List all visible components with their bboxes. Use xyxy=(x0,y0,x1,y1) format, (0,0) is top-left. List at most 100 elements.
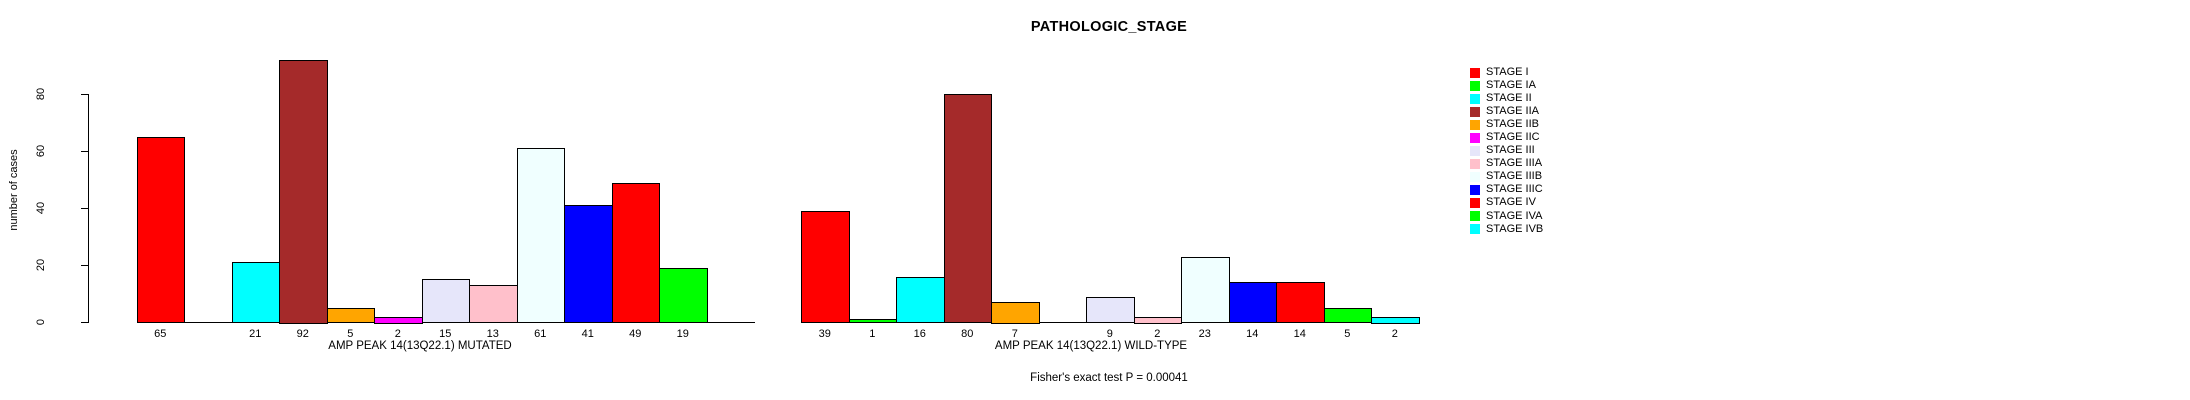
bar xyxy=(1228,282,1277,324)
bar-value-label: 5 xyxy=(1344,328,1351,340)
bar xyxy=(1276,282,1325,324)
legend-label: STAGE IIIC xyxy=(1486,183,1543,196)
legend-item: STAGE IVA xyxy=(1470,210,1543,223)
bar xyxy=(1086,296,1135,324)
legend-item: STAGE IVB xyxy=(1470,223,1543,236)
legend-swatch xyxy=(1470,119,1480,130)
legend-swatch xyxy=(1470,132,1480,143)
bar-value-label: 2 xyxy=(1154,328,1161,340)
legend-item: STAGE II xyxy=(1470,92,1543,105)
legend-swatch xyxy=(1470,171,1480,182)
bar-value-label: 92 xyxy=(296,328,309,340)
y-axis-line xyxy=(88,94,90,324)
bar-value-label: 2 xyxy=(394,328,401,340)
bar xyxy=(896,276,945,324)
legend-item: STAGE IIIA xyxy=(1470,157,1543,170)
bar-value-label: 1 xyxy=(869,328,876,340)
bar xyxy=(231,262,280,324)
y-tick-label: 60 xyxy=(34,145,47,158)
bar xyxy=(516,148,565,324)
bar xyxy=(1323,307,1372,324)
legend-swatch xyxy=(1470,224,1480,235)
legend-item: STAGE IIA xyxy=(1470,105,1543,118)
legend-swatch xyxy=(1470,80,1480,91)
bar xyxy=(1371,316,1420,324)
legend-label: STAGE III xyxy=(1486,144,1535,157)
legend-item: STAGE IIB xyxy=(1470,118,1543,131)
legend-label: STAGE I xyxy=(1486,66,1529,79)
legend-item: STAGE III xyxy=(1470,144,1543,157)
bar xyxy=(991,302,1040,324)
bar-value-label: 2 xyxy=(1391,328,1398,340)
bar-value-label: 16 xyxy=(913,328,926,340)
x-axis-label-wild-type: AMP PEAK 14(13Q22.1) WILD-TYPE xyxy=(994,340,1188,352)
y-tick-label: 0 xyxy=(34,319,47,326)
legend-label: STAGE II xyxy=(1486,92,1532,105)
bar-value-label: 15 xyxy=(439,328,452,340)
bar-value-label: 49 xyxy=(629,328,642,340)
bar-value-label: 21 xyxy=(249,328,262,340)
legend-swatch xyxy=(1470,197,1480,208)
bar-value-label: 80 xyxy=(961,328,974,340)
bar xyxy=(374,316,423,324)
legend-label: STAGE IA xyxy=(1486,79,1536,92)
legend-item: STAGE IIC xyxy=(1470,131,1543,144)
y-tick-mark xyxy=(80,208,88,210)
chart-title: PATHOLOGIC_STAGE xyxy=(1030,19,1188,35)
bar-value-label: 7 xyxy=(1011,328,1018,340)
bar-value-label: 9 xyxy=(1106,328,1113,340)
y-tick-mark xyxy=(80,322,88,324)
bar-value-label: 65 xyxy=(154,328,167,340)
y-tick-mark xyxy=(80,265,88,267)
bar-value-label: 23 xyxy=(1198,328,1211,340)
legend-label: STAGE IVB xyxy=(1486,222,1544,235)
bar-value-label: 39 xyxy=(818,328,831,340)
bar-value-label: 13 xyxy=(486,328,499,340)
legend-swatch xyxy=(1470,106,1480,117)
bar xyxy=(1181,256,1230,324)
legend-item: STAGE IIIC xyxy=(1470,183,1543,196)
legend-label: STAGE IIIB xyxy=(1486,170,1543,183)
legend-swatch xyxy=(1470,145,1480,156)
legend-item: STAGE IA xyxy=(1470,79,1543,92)
bar-value-label: 61 xyxy=(534,328,547,340)
bar xyxy=(611,182,660,324)
legend-label: STAGE IIC xyxy=(1486,131,1540,144)
legend: STAGE I STAGE IA STAGE II STAGE IIA STAGE II… xyxy=(1470,66,1543,236)
bar-value-label: 19 xyxy=(676,328,689,340)
bar-value-label: 14 xyxy=(1246,328,1259,340)
legend-swatch xyxy=(1470,211,1480,222)
legend-item: STAGE IIIB xyxy=(1470,170,1543,183)
bar-value-label: 14 xyxy=(1293,328,1306,340)
bar xyxy=(136,136,185,324)
bar xyxy=(801,211,850,324)
legend-label: STAGE IVA xyxy=(1486,209,1543,222)
y-axis-label: number of cases xyxy=(8,149,20,231)
legend-swatch xyxy=(1470,158,1480,169)
bar xyxy=(326,307,375,324)
stat-annotation: Fisher's exact test P = 0.00041 xyxy=(1030,372,1188,384)
legend-label: STAGE IIB xyxy=(1486,118,1539,131)
bar xyxy=(848,319,897,324)
legend-label: STAGE IIIA xyxy=(1486,157,1543,170)
legend-label: STAGE IV xyxy=(1486,196,1536,209)
y-tick-label: 40 xyxy=(34,202,47,215)
bar xyxy=(279,60,328,324)
bar xyxy=(564,205,613,324)
y-tick-mark xyxy=(80,151,88,153)
y-tick-label: 80 xyxy=(34,88,47,101)
x-axis-label-mutated: AMP PEAK 14(13Q22.1) MUTATED xyxy=(328,340,512,352)
legend-swatch xyxy=(1470,67,1480,78)
legend-item: STAGE IV xyxy=(1470,196,1543,209)
bar xyxy=(421,279,470,324)
bar-value-label: 5 xyxy=(347,328,354,340)
legend-swatch xyxy=(1470,184,1480,195)
bar xyxy=(659,268,708,324)
y-tick-mark xyxy=(80,94,88,96)
bar xyxy=(469,285,518,324)
legend-swatch xyxy=(1470,93,1480,104)
bar xyxy=(1133,316,1182,324)
y-tick-label: 20 xyxy=(34,259,47,272)
legend-label: STAGE IIA xyxy=(1486,105,1539,118)
